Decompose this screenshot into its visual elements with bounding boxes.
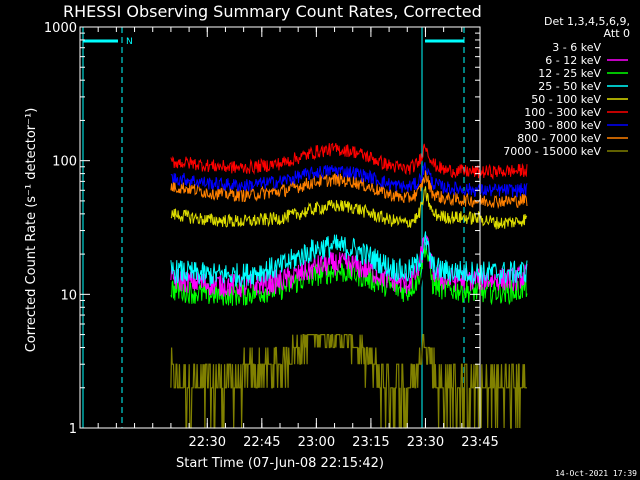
legend-header-1: Att 0 [604,27,630,40]
legend-entry-label-0: 3 - 6 keV [552,41,601,54]
series-line-3 [170,231,528,289]
x-tick-label-3: 23:15 [352,435,389,450]
y-axis-label-group: Corrected Count Rate (s⁻¹ detector⁻¹) [24,108,39,353]
footer-date: 14-Oct-2021 17:39 [555,469,637,478]
series-line-7 [170,170,528,210]
series-line-8 [170,334,527,429]
y-axis-label: Corrected Count Rate (s⁻¹ detector⁻¹) [24,108,39,353]
x-tick-label-5: 23:45 [461,435,498,450]
night-marker-label: N [126,37,133,47]
legend-entry-label-5: 100 - 300 keV [524,106,601,119]
legend-entry-label-4: 50 - 100 keV [531,93,601,106]
legend-entry-label-2: 12 - 25 keV [538,67,601,80]
x-tick-label-1: 22:45 [243,435,280,450]
legend-entry-label-3: 25 - 50 keV [538,80,601,93]
y-tick-label-2: 100 [52,155,77,170]
y-tick-label-3: 1000 [44,21,77,36]
series-line-5 [170,142,528,181]
plot-area: N [82,27,528,429]
legend-entry-label-1: 6 - 12 keV [545,54,601,67]
x-tick-label-2: 23:00 [298,435,335,450]
legend-entry-label-6: 300 - 800 keV [524,119,601,132]
chart-title: RHESSI Observing Summary Count Rates, Co… [63,2,482,21]
series-line-1 [170,234,528,298]
x-axis-label: Start Time (07-Jun-08 22:15:42) [176,456,384,471]
series-line-4 [170,186,528,230]
legend-entry-label-8: 7000 - 15000 keV [503,145,601,158]
legend-header-0: Det 1,3,4,5,6,9, [544,15,630,28]
series-line-2 [170,243,528,306]
x-tick-label-0: 22:30 [189,435,226,450]
series-line-6 [170,162,528,198]
y-tick-label-0: 1 [69,422,77,437]
axes: 1 10 100 1000 22:30 22:45 23:00 23:15 23:30 23:45 [44,21,499,450]
y-tick-label-1: 10 [60,288,77,303]
legend-entry-label-7: 800 - 7000 keV [517,132,601,145]
x-tick-label-4: 23:30 [407,435,444,450]
